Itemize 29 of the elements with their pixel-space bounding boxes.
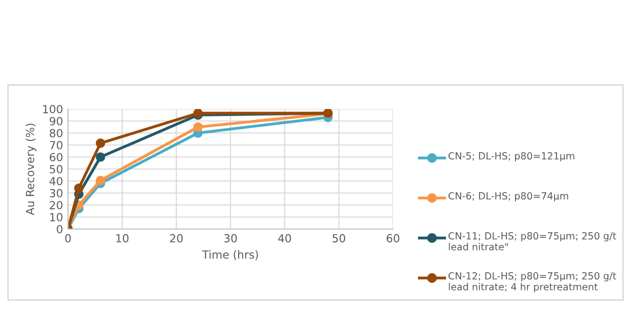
- y-axis-title: Au Recovery (%): [26, 124, 36, 216]
- y-tick-label: 0: [56, 224, 62, 234]
- y-tick-label: 40: [50, 176, 62, 186]
- point: [96, 176, 106, 186]
- x-tick-label: 10: [116, 234, 128, 242]
- y-tick-label: 100: [43, 104, 62, 114]
- legend-label: CN-5; DL-HS; p80=121µm: [448, 152, 574, 162]
- point: [193, 122, 203, 132]
- legend-label: CN-6; DL-HS; p80=74µm: [448, 192, 568, 202]
- y-tick-label: 30: [50, 188, 62, 198]
- x-axis-title: Time (hrs): [202, 250, 258, 260]
- x-tick-label: 50: [332, 234, 346, 242]
- point: [96, 138, 106, 148]
- x-tick-label: 30: [224, 234, 237, 242]
- y-tick-label: 60: [50, 152, 62, 162]
- y-tick-label: 70: [50, 140, 62, 150]
- point: [96, 152, 106, 162]
- x-tick-label: 40: [278, 234, 291, 242]
- x-tick-label: 20: [170, 234, 183, 242]
- y-tick-label: 10: [50, 212, 62, 222]
- legend-label: CN-12; DL-HS; p80=75µm; 250 g/t lead nitrate; 4 hr pretreatment: [448, 272, 616, 292]
- y-tick-label: 50: [50, 164, 62, 174]
- point: [74, 184, 84, 193]
- y-tick-label: 80: [50, 128, 62, 138]
- x-tick-label: 60: [386, 234, 400, 242]
- legend-label: CN-11; DL-HS; p80=75µm; 250 g/t lead nitrate": [448, 232, 616, 250]
- y-tick-label: 20: [50, 200, 62, 210]
- x-tick-label: 0: [65, 234, 71, 242]
- y-tick-label: 90: [50, 116, 62, 126]
